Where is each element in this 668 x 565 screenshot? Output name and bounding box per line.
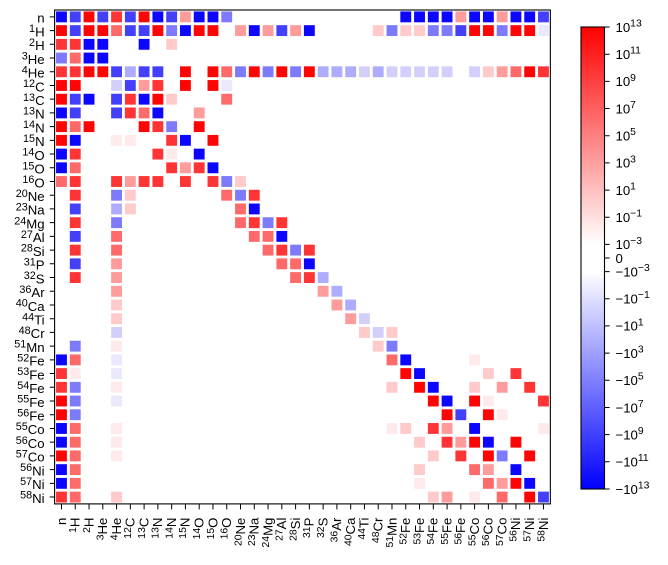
svg-text:14O: 14O bbox=[192, 518, 207, 540]
svg-text:36Ar: 36Ar bbox=[329, 517, 344, 542]
svg-text:3He: 3He bbox=[22, 51, 45, 67]
svg-text:−109: −109 bbox=[616, 426, 644, 442]
svg-text:−101: −101 bbox=[616, 317, 644, 333]
svg-text:n: n bbox=[37, 11, 44, 26]
svg-text:51Mn: 51Mn bbox=[14, 339, 44, 355]
svg-text:55Fe: 55Fe bbox=[439, 518, 454, 545]
svg-text:56Fe: 56Fe bbox=[17, 407, 44, 423]
svg-text:15N: 15N bbox=[23, 133, 45, 149]
svg-text:16O: 16O bbox=[219, 518, 234, 540]
svg-text:12C: 12C bbox=[123, 517, 138, 539]
svg-text:56Co: 56Co bbox=[16, 435, 45, 451]
svg-text:12C: 12C bbox=[23, 78, 45, 94]
svg-text:48Cr: 48Cr bbox=[371, 517, 386, 543]
svg-text:28Si: 28Si bbox=[21, 243, 45, 259]
svg-text:−105: −105 bbox=[616, 372, 644, 388]
svg-text:31P: 31P bbox=[24, 256, 45, 272]
svg-text:56Fe: 56Fe bbox=[453, 518, 468, 545]
svg-text:57Ni: 57Ni bbox=[20, 476, 45, 492]
svg-text:57Ni: 57Ni bbox=[522, 518, 537, 542]
svg-text:40Ca: 40Ca bbox=[16, 298, 46, 314]
svg-text:54Fe: 54Fe bbox=[426, 518, 441, 545]
svg-text:2H: 2H bbox=[81, 518, 96, 533]
svg-text:55Co: 55Co bbox=[16, 421, 45, 437]
svg-text:14N: 14N bbox=[23, 119, 45, 135]
svg-text:15N: 15N bbox=[178, 518, 193, 539]
svg-text:20Ne: 20Ne bbox=[16, 188, 45, 204]
svg-text:13N: 13N bbox=[150, 518, 165, 539]
svg-text:0: 0 bbox=[616, 251, 623, 266]
svg-text:20Ne: 20Ne bbox=[233, 518, 248, 546]
svg-text:58Ni: 58Ni bbox=[20, 490, 45, 506]
svg-text:48Cr: 48Cr bbox=[19, 325, 46, 341]
svg-text:23Na: 23Na bbox=[16, 202, 46, 218]
svg-text:4He: 4He bbox=[109, 518, 124, 541]
svg-text:15O: 15O bbox=[22, 160, 44, 176]
svg-text:1H: 1H bbox=[29, 23, 45, 39]
svg-text:14N: 14N bbox=[164, 518, 179, 539]
svg-text:13C: 13C bbox=[23, 92, 45, 108]
svg-text:51Mn: 51Mn bbox=[384, 518, 399, 548]
svg-text:−107: −107 bbox=[616, 399, 644, 415]
svg-text:53Fe: 53Fe bbox=[412, 518, 427, 545]
svg-text:44Ti: 44Ti bbox=[22, 311, 45, 327]
svg-text:27Al: 27Al bbox=[274, 518, 289, 541]
svg-text:52Fe: 52Fe bbox=[398, 518, 413, 545]
svg-text:54Fe: 54Fe bbox=[17, 380, 44, 396]
svg-text:14O: 14O bbox=[22, 147, 44, 163]
svg-text:36Ar: 36Ar bbox=[19, 284, 45, 300]
svg-text:13N: 13N bbox=[23, 106, 45, 122]
svg-text:40Ca: 40Ca bbox=[343, 517, 358, 546]
svg-text:53Fe: 53Fe bbox=[17, 366, 44, 382]
svg-text:56Ni: 56Ni bbox=[20, 462, 45, 478]
svg-text:28Si: 28Si bbox=[288, 518, 303, 541]
svg-text:56Co: 56Co bbox=[481, 518, 496, 546]
svg-text:31P: 31P bbox=[302, 517, 317, 538]
svg-text:2H: 2H bbox=[29, 37, 45, 53]
svg-text:3He: 3He bbox=[95, 518, 110, 541]
svg-text:44Ti: 44Ti bbox=[357, 518, 372, 540]
svg-text:58Ni: 58Ni bbox=[536, 518, 551, 542]
svg-text:n: n bbox=[54, 518, 69, 525]
svg-text:23Na: 23Na bbox=[247, 517, 262, 546]
svg-text:27Al: 27Al bbox=[21, 229, 45, 245]
svg-text:57Co: 57Co bbox=[16, 449, 45, 465]
svg-text:32S: 32S bbox=[24, 270, 45, 286]
svg-text:55Co: 55Co bbox=[467, 518, 482, 546]
svg-text:13C: 13C bbox=[136, 517, 151, 539]
svg-text:4He: 4He bbox=[22, 64, 45, 80]
svg-text:55Fe: 55Fe bbox=[17, 394, 44, 410]
svg-text:52Fe: 52Fe bbox=[17, 352, 44, 368]
svg-text:15O: 15O bbox=[205, 518, 220, 540]
svg-text:56Ni: 56Ni bbox=[508, 518, 523, 542]
svg-text:−103: −103 bbox=[616, 345, 644, 361]
svg-text:16O: 16O bbox=[22, 174, 44, 190]
svg-text:57Co: 57Co bbox=[495, 518, 510, 546]
svg-text:1H: 1H bbox=[68, 518, 83, 533]
svg-text:24Mg: 24Mg bbox=[260, 518, 275, 548]
svg-text:24Mg: 24Mg bbox=[14, 215, 44, 231]
svg-text:32S: 32S bbox=[315, 517, 330, 538]
